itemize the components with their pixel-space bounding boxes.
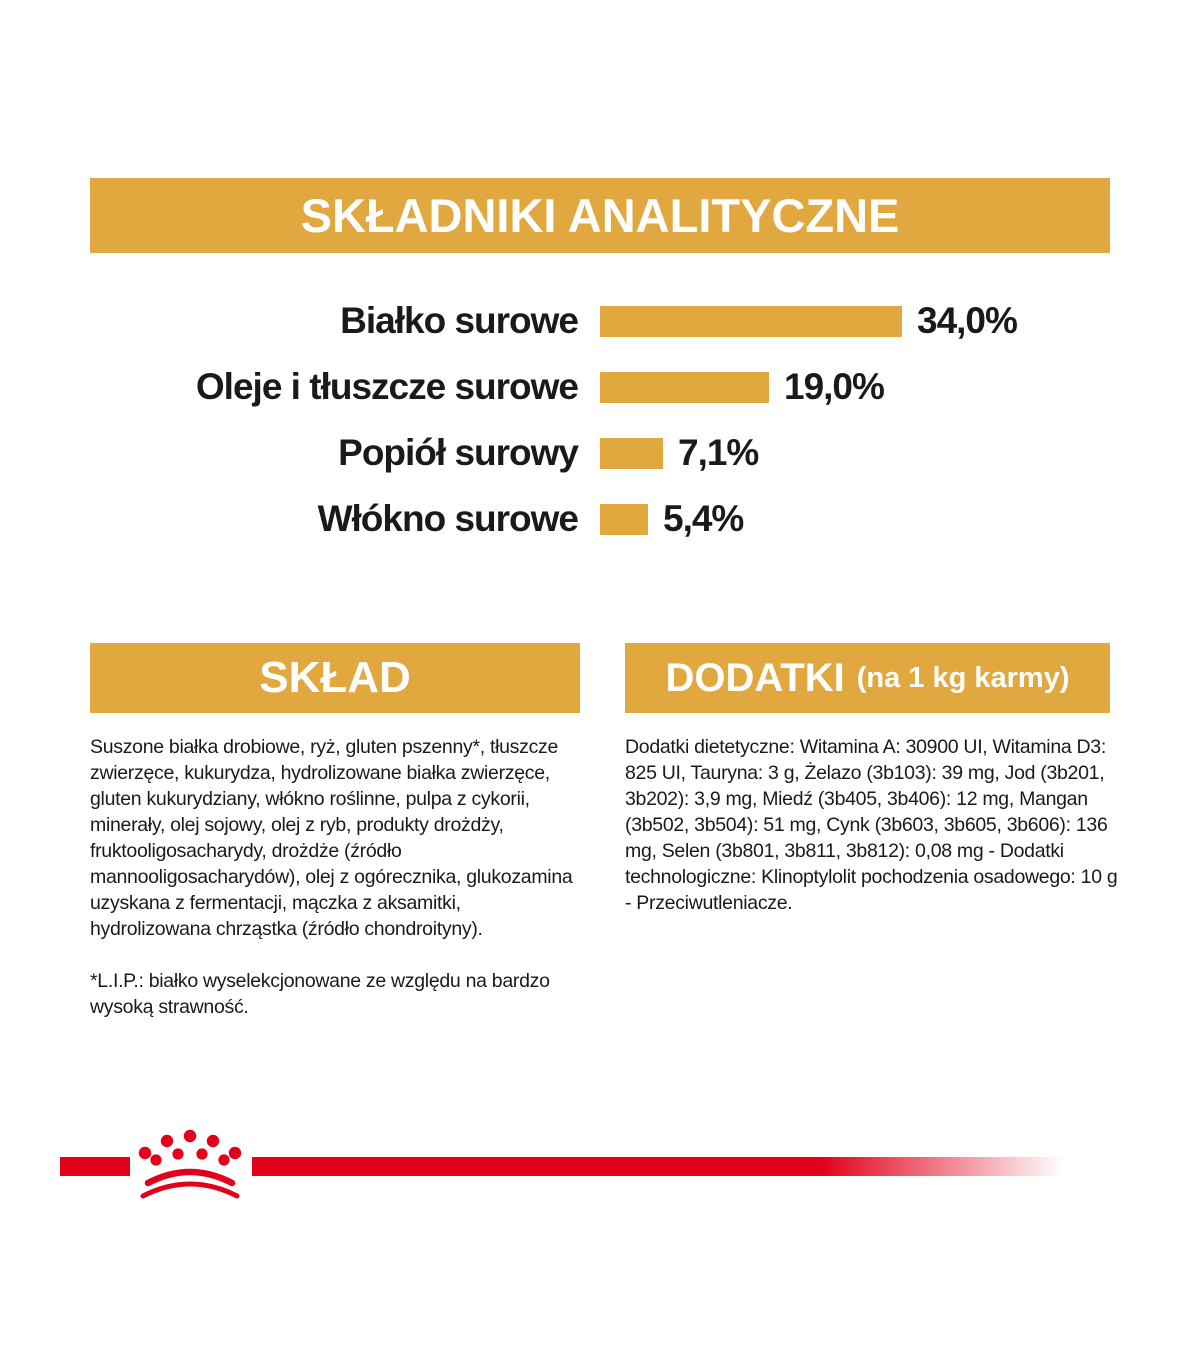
chart-category-label: Oleje i tłuszcze surowe <box>195 366 579 407</box>
chart-value-label: 5,4% <box>663 498 744 539</box>
chart-row: Popiół surowy 7,1% <box>90 420 1110 486</box>
brand-rule-right <box>252 1157 1064 1176</box>
chart-row: Białko surowe 34,0% <box>90 288 1110 354</box>
chart-row: Oleje i tłuszcze surowe 19,0% <box>90 354 1110 420</box>
sklad-text-column: Suszone białka drobiowe, ryż, gluten psz… <box>90 734 582 1046</box>
chart-value-label: 34,0% <box>917 300 1018 341</box>
chart-category-label: Popiół surowy <box>338 432 579 473</box>
lip-footnote: *L.I.P.: białko wyselekcjonowane ze wzgl… <box>90 970 550 1018</box>
chart-bar <box>600 437 663 469</box>
royal-canin-crown-logo <box>138 1129 242 1199</box>
analytics-bar-chart: Białko surowe 34,0% Oleje i tłuszcze surow… <box>90 288 1110 552</box>
chart-value-label: 19,0% <box>784 366 885 407</box>
chart-bar <box>600 305 902 337</box>
analytics-section-header: SKŁADNIKI ANALITYCZNE <box>90 178 1110 253</box>
chart-value-label: 7,1% <box>678 432 759 473</box>
analytics-section-title: SKŁADNIKI ANALITYCZNE <box>300 189 900 242</box>
chart-bar <box>600 503 648 535</box>
sklad-section-header: SKŁAD <box>90 643 580 713</box>
dodatki-section-title: DODATKI <box>665 655 845 700</box>
dodatki-section-header: DODATKI (na 1 kg karmy) <box>625 643 1110 713</box>
dodatki-text-column: Dodatki dietetyczne: Witamina A: 30900 U… <box>625 734 1121 942</box>
additives-paragraph: Dodatki dietetyczne: Witamina A: 30900 U… <box>625 736 1118 914</box>
chart-category-label: Białko surowe <box>340 300 579 341</box>
chart-category-label: Włókno surowe <box>317 498 579 539</box>
dodatki-section-subtitle: (na 1 kg karmy) <box>856 661 1070 694</box>
brand-rule-left <box>60 1157 130 1176</box>
sklad-section-title: SKŁAD <box>259 653 411 702</box>
chart-bar <box>600 371 769 403</box>
ingredients-paragraph: Suszone białka drobiowe, ryż, gluten psz… <box>90 736 573 940</box>
chart-row: Włókno surowe 5,4% <box>90 486 1110 552</box>
